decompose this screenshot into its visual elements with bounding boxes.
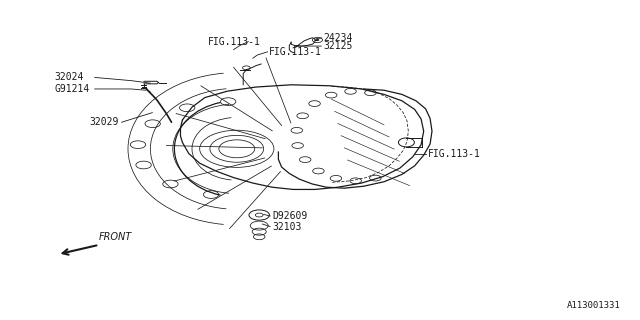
Text: FIG.113-1: FIG.113-1 <box>208 36 261 47</box>
Text: 24234: 24234 <box>323 33 353 43</box>
Text: D92609: D92609 <box>272 211 307 221</box>
Text: FRONT: FRONT <box>99 232 132 242</box>
Text: A113001331: A113001331 <box>567 301 621 310</box>
Text: FIG.113-1: FIG.113-1 <box>269 47 322 57</box>
Circle shape <box>316 39 319 41</box>
Text: 32125: 32125 <box>323 41 353 51</box>
Text: G91214: G91214 <box>54 84 90 94</box>
Text: 32024: 32024 <box>54 72 84 83</box>
Text: FIG.113-1: FIG.113-1 <box>428 148 481 159</box>
Text: 32103: 32103 <box>272 221 301 232</box>
Text: 32029: 32029 <box>90 117 119 127</box>
